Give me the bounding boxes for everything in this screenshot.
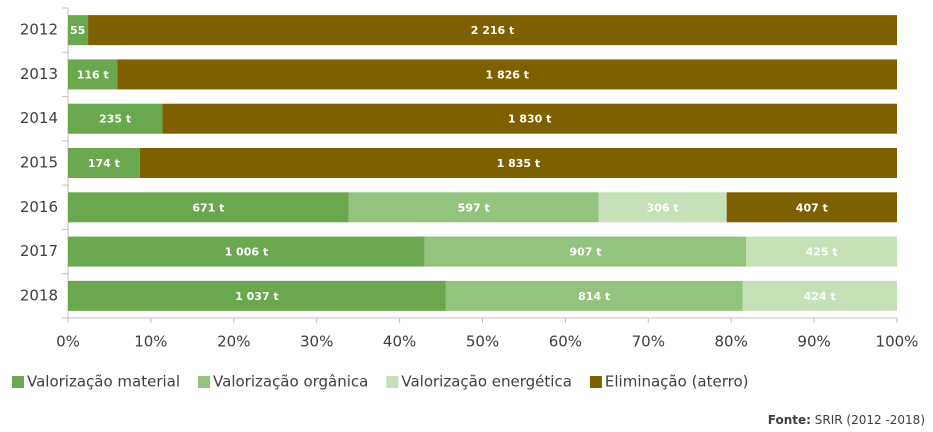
data-label: 1 037 t	[235, 290, 279, 303]
x-tick-label: 80%	[715, 333, 748, 351]
data-label: 671 t	[192, 201, 224, 214]
y-tick-label: 2017	[20, 242, 58, 260]
bar-segment	[742, 280, 897, 311]
bar-segment	[88, 15, 898, 46]
bar-segment	[68, 148, 140, 178]
legend-label: Eliminação (aterro)	[605, 373, 749, 391]
legend-label: Valorização orgânica	[213, 373, 368, 391]
legend-swatch	[589, 376, 602, 388]
legend-label: Valorização energética	[401, 373, 572, 391]
bar-segment	[68, 236, 425, 267]
x-tick-label: 70%	[632, 333, 665, 351]
data-label: 424 t	[804, 290, 836, 303]
data-label: 814 t	[578, 290, 610, 303]
data-label: 1 826 t	[485, 68, 529, 81]
x-tick-label: 100%	[876, 333, 919, 351]
y-tick-label: 2012	[20, 21, 58, 39]
bar-segment	[424, 236, 747, 267]
data-label: 907 t	[569, 246, 601, 259]
data-label: 425 t	[806, 246, 838, 259]
x-tick-label: 20%	[217, 333, 250, 351]
y-tick-label: 2013	[20, 65, 58, 83]
legend-swatch	[12, 376, 24, 388]
y-tick-label: 2015	[20, 154, 58, 172]
data-label: 174 t	[88, 157, 120, 170]
data-label: 1 006 t	[225, 246, 269, 259]
bar-segment	[162, 103, 897, 134]
x-tick-label: 90%	[797, 333, 830, 351]
data-label: 1 835 t	[497, 157, 541, 170]
bar-segment	[139, 148, 897, 178]
y-tick-label: 2018	[20, 286, 58, 304]
bar-segment	[726, 192, 897, 223]
data-label: 1 830 t	[508, 113, 552, 126]
bar-segment	[68, 59, 118, 90]
data-label: 306 t	[647, 201, 679, 214]
data-label: 116 t	[77, 68, 109, 81]
bar-segment	[598, 192, 727, 223]
x-tick-label: 60%	[549, 333, 582, 351]
legend-label: Valorização material	[27, 373, 180, 391]
x-tick-label: 10%	[134, 333, 167, 351]
legend-swatch	[386, 376, 399, 388]
data-label: 597 t	[458, 201, 490, 214]
bar-segment	[445, 280, 743, 311]
source-label: Fonte:	[768, 413, 811, 427]
source: Fonte: SRIR (2012 -2018)	[768, 413, 925, 427]
y-tick-label: 2014	[20, 109, 58, 127]
bar-segment	[68, 103, 163, 134]
legend-swatch	[198, 376, 211, 388]
bar-segment	[68, 280, 446, 311]
x-tick-label: 40%	[383, 333, 416, 351]
source-text: SRIR (2012 -2018)	[815, 413, 925, 427]
data-label: 2 216 t	[471, 24, 515, 37]
bar-segment	[117, 59, 898, 90]
bar-segment	[746, 236, 897, 267]
y-tick-label: 2016	[20, 198, 58, 216]
bar-segment	[68, 192, 349, 223]
x-tick-label: 30%	[300, 333, 333, 351]
data-label: 407 t	[796, 201, 828, 214]
x-tick-label: 0%	[56, 333, 80, 351]
x-tick-label: 50%	[466, 333, 499, 351]
bar-segment	[348, 192, 599, 223]
bar-segment	[68, 15, 89, 46]
data-label: 235 t	[99, 113, 131, 126]
